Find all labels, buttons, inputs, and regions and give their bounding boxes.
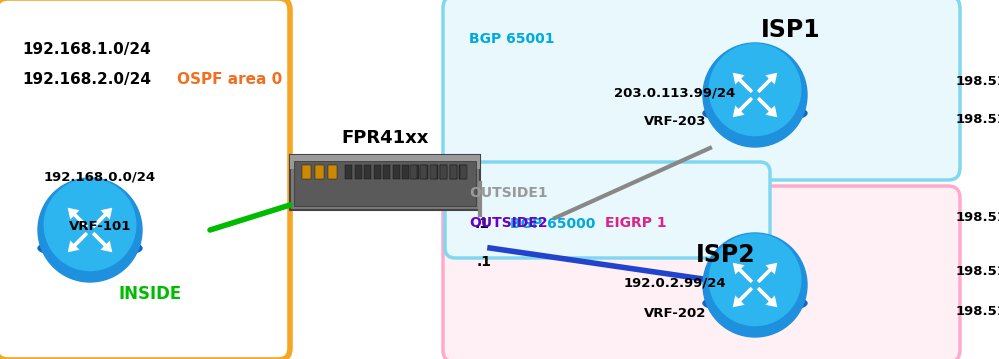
Bar [440,165,447,179]
Text: 192.0.2.99/24: 192.0.2.99/24 [623,277,726,290]
Circle shape [703,233,807,337]
FancyBboxPatch shape [443,186,960,359]
FancyBboxPatch shape [443,0,960,180]
FancyArrow shape [70,210,86,226]
Ellipse shape [38,238,142,258]
Bar [355,165,362,179]
Bar [393,165,400,179]
Circle shape [709,234,801,326]
Text: 192.168.2.0/24: 192.168.2.0/24 [22,72,151,87]
FancyArrow shape [735,75,750,91]
Text: 198.51.100.24/29: 198.51.100.24/29 [956,75,999,88]
Circle shape [44,179,136,271]
Text: BGP 65000: BGP 65000 [510,217,595,231]
Text: 203.0.113.99/24: 203.0.113.99/24 [614,87,735,100]
Text: ISP2: ISP2 [696,243,756,267]
Text: .1: .1 [475,217,490,231]
Bar [450,165,457,179]
Text: 198.51.100.32/29: 198.51.100.32/29 [956,113,999,126]
Bar [290,155,480,210]
Bar [345,165,352,179]
FancyArrow shape [94,234,110,250]
Bar [374,165,381,179]
Text: 198.51.100.16/29: 198.51.100.16/29 [956,305,999,318]
FancyArrow shape [94,210,110,226]
Text: .1: .1 [477,255,492,269]
Bar [328,165,337,179]
Text: OUTSIDE2: OUTSIDE2 [469,216,547,230]
Bar [383,165,390,179]
FancyBboxPatch shape [445,162,770,258]
Text: OSPF area 0: OSPF area 0 [177,72,283,87]
Bar [440,165,447,179]
Bar [460,165,467,179]
Text: VRF-101: VRF-101 [69,220,131,233]
FancyBboxPatch shape [0,0,290,359]
Circle shape [703,43,807,147]
FancyArrow shape [735,265,750,281]
Bar [364,165,371,179]
FancyArrow shape [735,289,750,305]
FancyArrow shape [759,99,775,115]
Bar [430,165,437,179]
Bar [459,165,466,179]
Bar [412,165,419,179]
Text: OUTSIDE1: OUTSIDE1 [469,186,547,200]
Text: ISP1: ISP1 [760,18,820,42]
FancyArrow shape [759,289,775,305]
Text: VRF-202: VRF-202 [643,307,706,320]
Bar [290,155,480,169]
Text: 198.51.100.0/29: 198.51.100.0/29 [956,210,999,223]
FancyArrow shape [735,99,750,115]
Text: 192.168.1.0/24: 192.168.1.0/24 [22,42,151,57]
Text: 198.51.100.8/29: 198.51.100.8/29 [956,265,999,278]
Ellipse shape [703,293,807,313]
Bar [410,165,417,179]
FancyArrow shape [759,265,775,281]
Text: FPR41xx: FPR41xx [342,129,429,147]
Bar [431,165,438,179]
Text: BGP 65001: BGP 65001 [469,32,554,46]
Bar [315,165,324,179]
Circle shape [38,178,142,282]
Ellipse shape [703,103,807,123]
Text: EIGRP 1: EIGRP 1 [605,216,666,230]
Bar [294,161,476,206]
Text: INSIDE: INSIDE [118,285,182,303]
FancyArrow shape [70,234,86,250]
Circle shape [709,44,801,136]
Text: 192.168.0.0/24: 192.168.0.0/24 [44,170,156,183]
Bar [302,165,311,179]
Text: VRF-203: VRF-203 [643,115,706,128]
Bar [402,165,409,179]
Bar [420,165,427,179]
Bar [421,165,428,179]
FancyArrow shape [759,75,775,91]
Bar [450,165,457,179]
